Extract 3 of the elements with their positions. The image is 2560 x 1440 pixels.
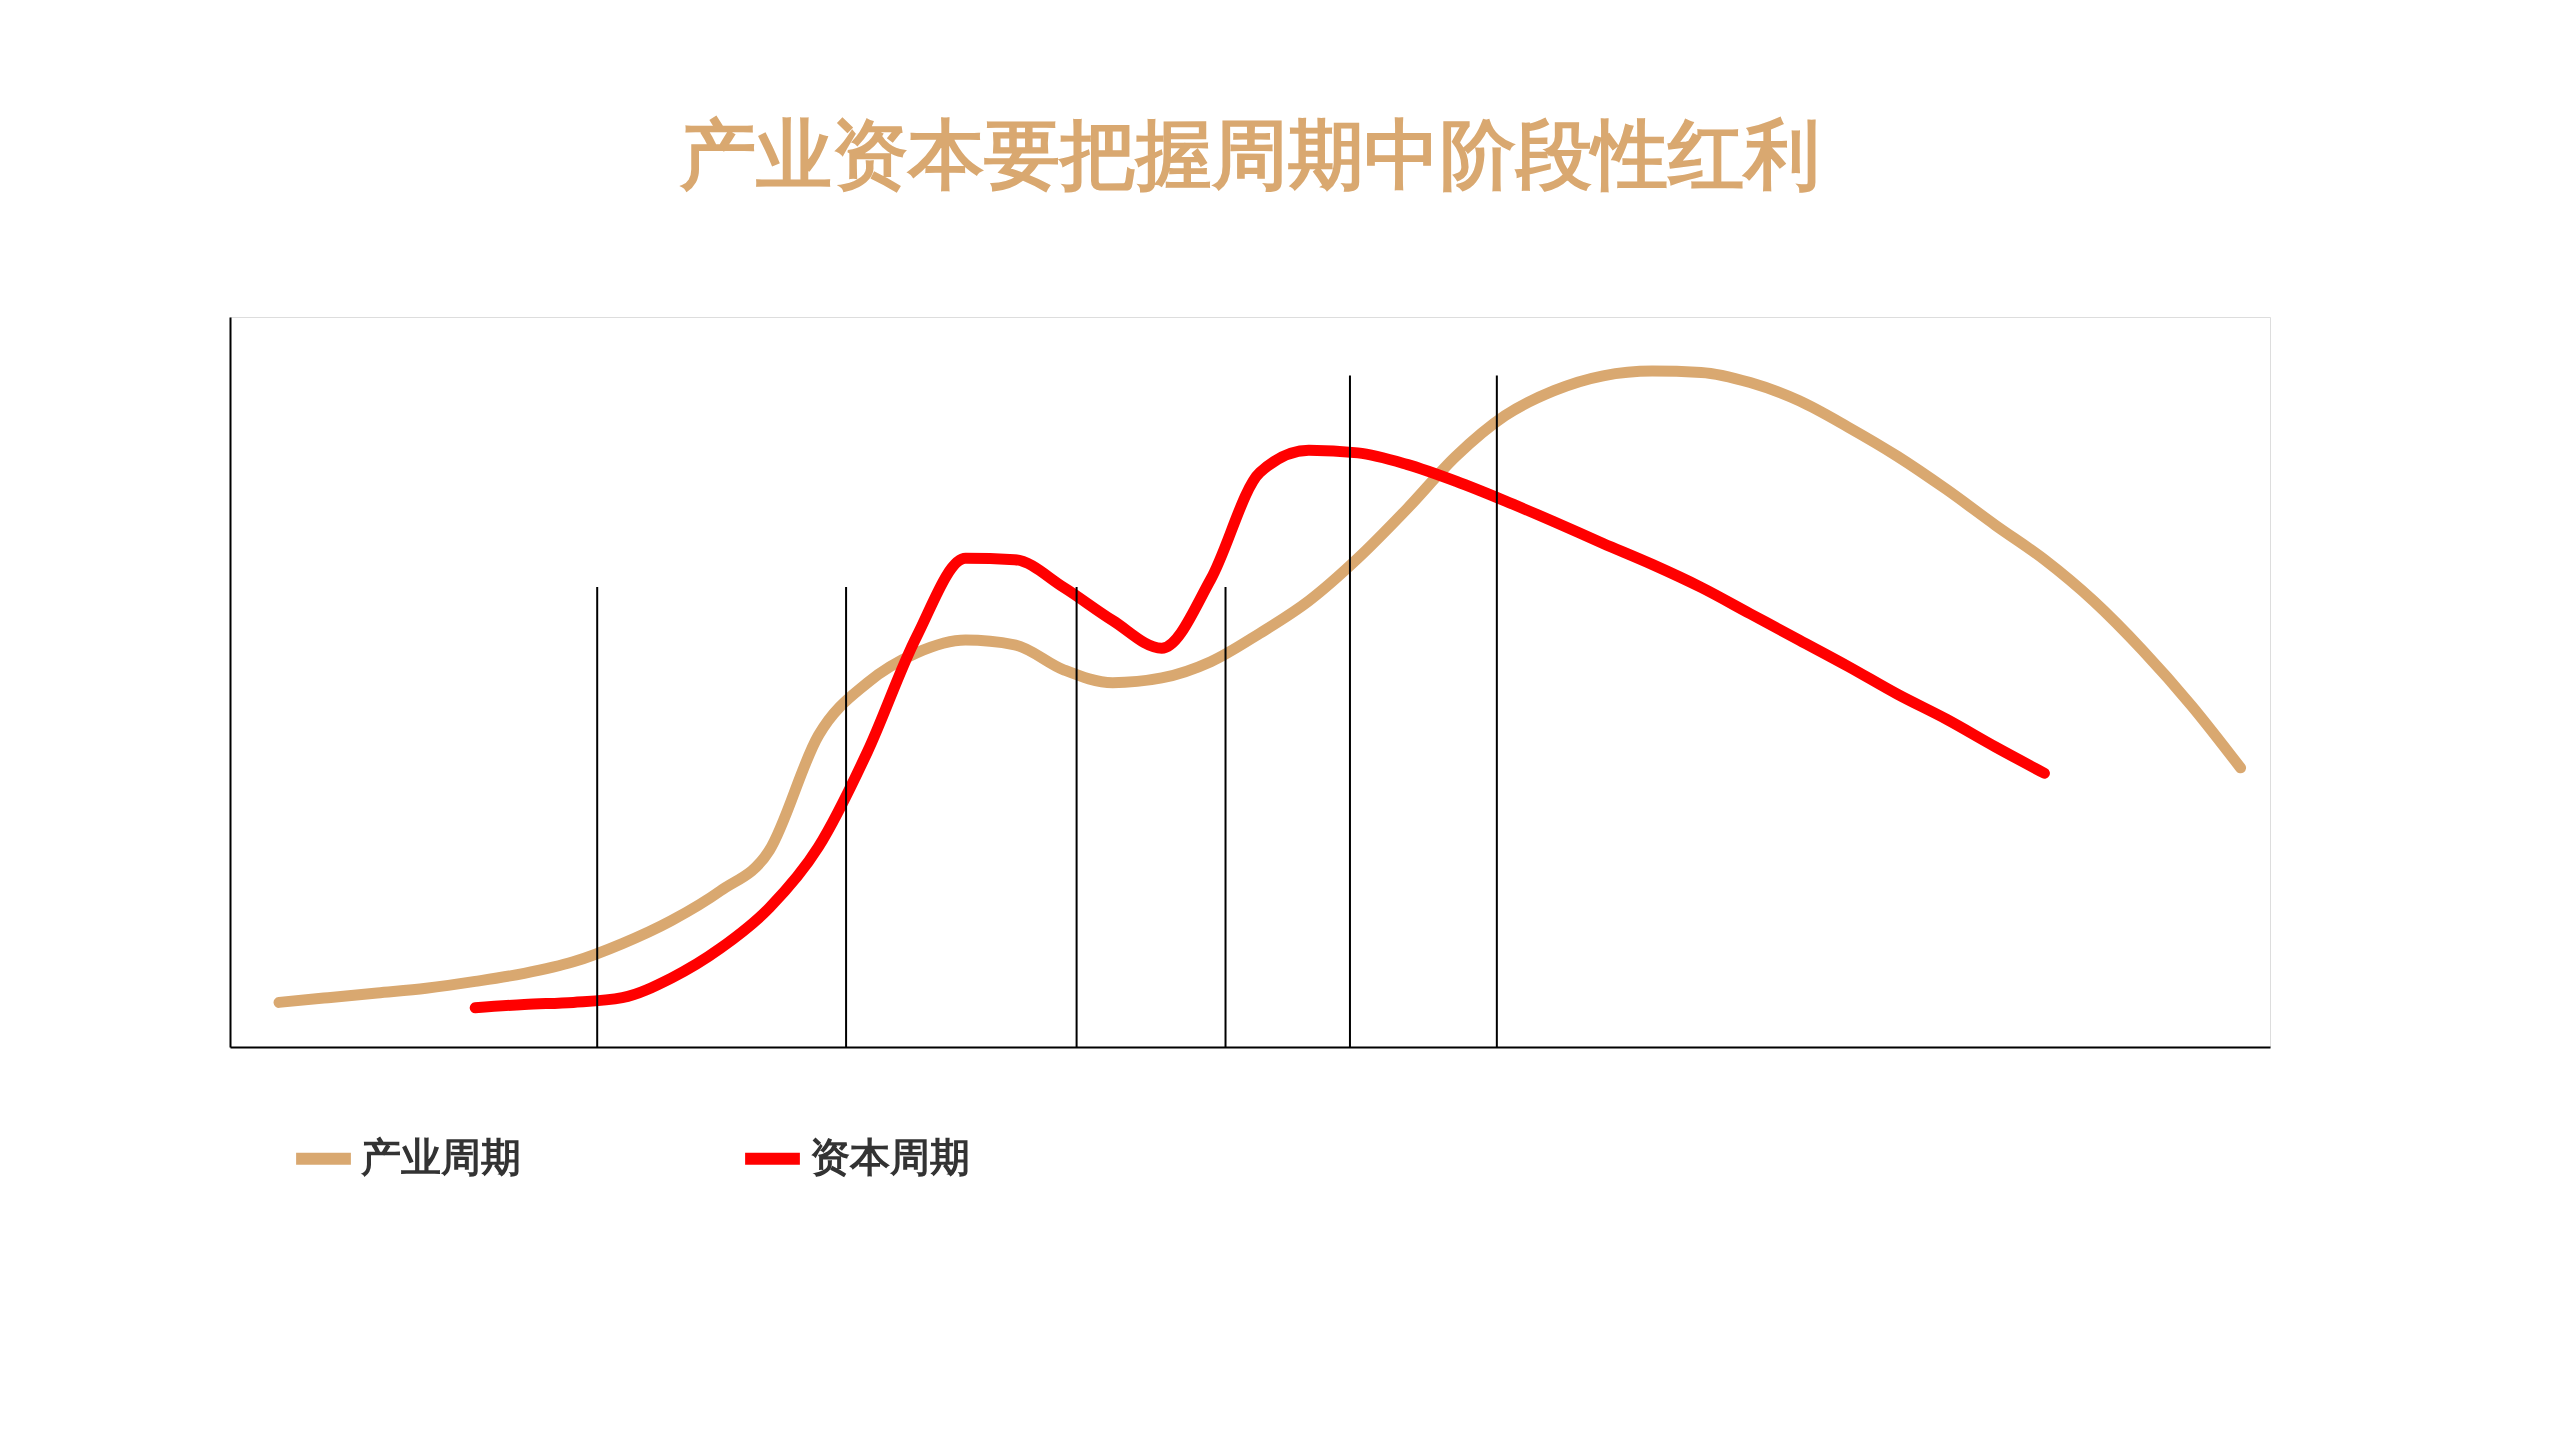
chart-title: 产业资本要把握周期中阶段性红利 <box>679 110 1820 199</box>
legend-label: 产业周期 <box>360 1133 521 1180</box>
legend-label: 资本周期 <box>810 1133 970 1180</box>
